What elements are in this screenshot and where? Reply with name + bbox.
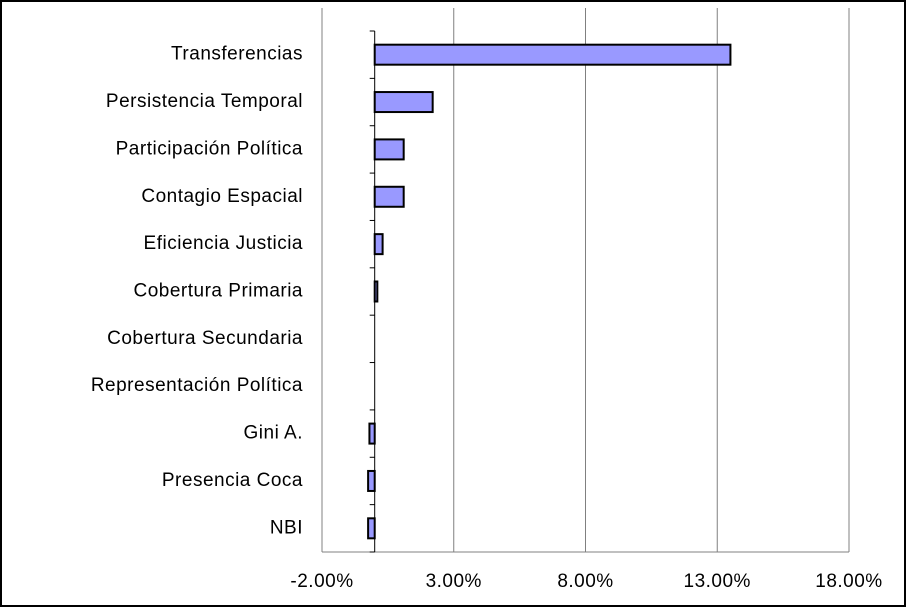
bar [367,469,376,492]
y-tick-label: Cobertura Secundaria [107,328,303,349]
y-tick-label: Participación Política [116,138,303,159]
bar [373,280,379,303]
y-tick-label: Transferencias [171,44,303,65]
bar [373,233,384,256]
bar [373,138,405,161]
y-tick-label: Eficiencia Justicia [144,233,303,254]
bar [373,91,434,114]
y-tick-label: Presencia Coca [162,470,303,491]
bar [367,517,376,540]
bar [373,185,405,208]
x-tick-label: 3.00% [426,571,482,592]
bar [368,422,376,445]
y-tick-label: Cobertura Primaria [134,281,304,302]
y-tick-label: Representación Política [91,375,303,396]
y-tick-label: NBI [270,517,303,538]
x-tick-label: 8.00% [557,571,613,592]
y-tick-label: Persistencia Temporal [106,91,303,112]
y-tick-label: Contagio Espacial [141,186,303,207]
x-tick-label: 13.00% [684,571,751,592]
x-tick-label: -2.00% [290,571,353,592]
x-tick-label: 18.00% [815,571,882,592]
y-tick-label: Gini A. [244,423,303,444]
bar [373,43,732,66]
